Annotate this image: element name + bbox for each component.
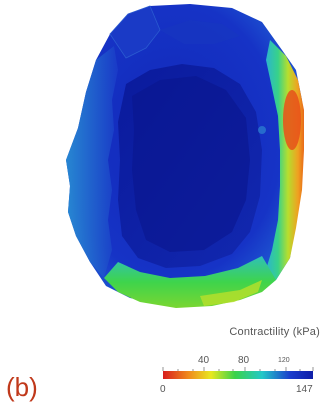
left-wall xyxy=(66,46,118,278)
cavity-shadow xyxy=(132,76,250,252)
colorbar-gradient xyxy=(163,371,313,379)
colorbar-title: Contractility (kPa) xyxy=(229,326,320,338)
colorbar-tick-label: 0 xyxy=(160,384,166,395)
bottom-rim-yellow xyxy=(200,280,262,306)
basal-fold xyxy=(160,20,240,44)
colorbar-tick-label: 80 xyxy=(238,355,250,366)
panel-label: (b) xyxy=(6,372,38,402)
right-wall-peak xyxy=(283,90,301,150)
colorbar-tick-label: 120 xyxy=(278,357,290,364)
colorbar-minor-ticks xyxy=(162,367,314,371)
apex-highlight xyxy=(258,126,266,134)
colorbar-tick-label: 147 xyxy=(296,384,313,395)
colorbar-tick-label: 40 xyxy=(198,355,210,366)
